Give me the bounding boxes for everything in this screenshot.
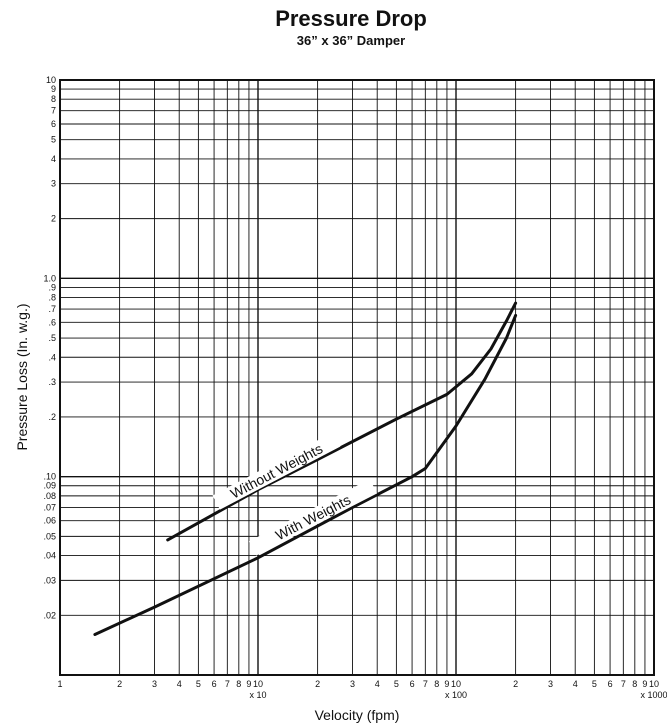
x-tick-label: 10 xyxy=(253,679,263,689)
x-tick-label: 5 xyxy=(394,679,399,689)
x-tick-label: 2 xyxy=(315,679,320,689)
y-tick-label: 2 xyxy=(51,214,56,224)
x-tick-label: 6 xyxy=(608,679,613,689)
y-tick-label: 5 xyxy=(51,135,56,145)
y-tick-label: .04 xyxy=(43,551,56,561)
chart-title: Pressure Drop xyxy=(275,6,427,31)
x-tick-label: 3 xyxy=(350,679,355,689)
y-tick-label: .3 xyxy=(48,377,56,387)
y-tick-label: .6 xyxy=(48,317,56,327)
x-tick-label: 2 xyxy=(513,679,518,689)
curve-label-without-weights: Without Weights xyxy=(228,440,325,501)
x-tick-label: 7 xyxy=(621,679,626,689)
x-decade-label: x 100 xyxy=(445,690,467,700)
curve-label-backdrop xyxy=(212,432,341,510)
y-tick-label: 7 xyxy=(51,106,56,116)
x-tick-label: 1 xyxy=(57,679,62,689)
y-tick-label: .5 xyxy=(48,333,56,343)
x-decade-label: x 1000 xyxy=(640,690,667,700)
x-tick-labels: 1 2 3 4 5 6 7 8 9 10 2 3 4 5 6 7 8 9 10 2 3 4 5 6 7 8 9 10x 10 x 100… xyxy=(57,679,667,700)
y-tick-label: .7 xyxy=(48,304,56,314)
series-layer xyxy=(93,301,518,636)
x-tick-label: 4 xyxy=(177,679,182,689)
x-tick-label: 9 xyxy=(246,679,251,689)
x-tick-label: 10 xyxy=(451,679,461,689)
x-axis-label: Velocity (fpm) xyxy=(315,707,400,723)
y-tick-label: 4 xyxy=(51,154,56,164)
y-tick-label: .08 xyxy=(43,491,56,501)
y-tick-label: .09 xyxy=(43,481,56,491)
y-tick-label: .03 xyxy=(43,575,56,585)
x-tick-label: 2 xyxy=(117,679,122,689)
curve-label-backdrop xyxy=(248,479,378,556)
x-tick-label: 8 xyxy=(632,679,637,689)
x-tick-label: 5 xyxy=(196,679,201,689)
series-line-with-weights xyxy=(93,313,518,636)
y-tick-label: .2 xyxy=(48,412,56,422)
x-tick-label: 5 xyxy=(592,679,597,689)
x-tick-label: 4 xyxy=(375,679,380,689)
x-tick-label: 10 xyxy=(649,679,659,689)
series-line-without-weights xyxy=(166,301,518,542)
curve-label-with-weights: With Weights xyxy=(273,491,353,543)
y-tick-label: .02 xyxy=(43,610,56,620)
x-tick-label: 7 xyxy=(225,679,230,689)
y-axis-label: Pressure Loss (In. w.g.) xyxy=(14,303,30,450)
y-tick-label: .10 xyxy=(43,472,56,482)
y-tick-label: 1.0 xyxy=(43,273,56,283)
x-tick-label: 3 xyxy=(152,679,157,689)
y-tick-label: .07 xyxy=(43,502,56,512)
y-tick-label: 3 xyxy=(51,179,56,189)
y-tick-labels: .02 .03 .04 .05 .06 .07.08.09.10 .2 .3 .4 .5 .6 .7.… xyxy=(43,75,56,620)
x-tick-label: 8 xyxy=(434,679,439,689)
x-tick-label: 7 xyxy=(423,679,428,689)
y-tick-label: 10 xyxy=(46,75,56,85)
x-tick-label: 9 xyxy=(642,679,647,689)
x-tick-label: 8 xyxy=(236,679,241,689)
x-tick-label: 9 xyxy=(444,679,449,689)
y-tick-label: 9 xyxy=(51,84,56,94)
y-tick-label: 6 xyxy=(51,119,56,129)
y-tick-label: .4 xyxy=(48,352,56,362)
x-tick-label: 3 xyxy=(548,679,553,689)
y-tick-label: .06 xyxy=(43,516,56,526)
plot-frame xyxy=(59,79,655,676)
x-tick-label: 4 xyxy=(573,679,578,689)
grid-lines xyxy=(59,79,655,676)
y-tick-label: .05 xyxy=(43,531,56,541)
x-decade-label: x 10 xyxy=(249,690,266,700)
x-tick-label: 6 xyxy=(212,679,217,689)
chart-subtitle: 36” x 36” Damper xyxy=(297,33,405,48)
y-tick-label: 8 xyxy=(51,94,56,104)
y-tick-label: .8 xyxy=(48,293,56,303)
y-tick-label: .9 xyxy=(48,282,56,292)
x-tick-label: 6 xyxy=(410,679,415,689)
